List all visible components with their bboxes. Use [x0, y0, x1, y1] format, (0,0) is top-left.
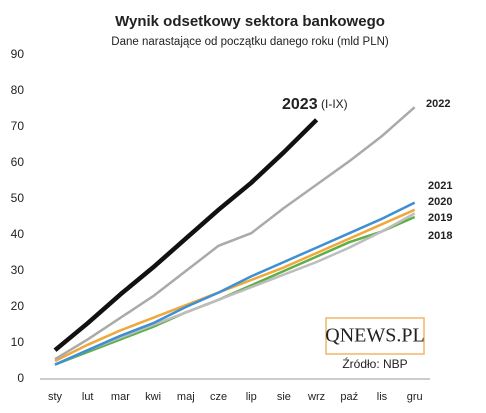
series-line	[54, 106, 416, 361]
x-tick-label: mar	[111, 391, 130, 403]
chart-title: Wynik odsetkowy sektora bankowego	[115, 13, 385, 30]
y-tick-label: 60	[11, 155, 25, 169]
series-label: 2020	[428, 196, 452, 208]
y-tick-label: 10	[11, 335, 25, 349]
series-label: 2023	[282, 96, 318, 113]
series-label: 2022	[426, 98, 450, 110]
series-line	[54, 208, 416, 363]
y-tick-label: 40	[11, 227, 25, 241]
x-tick-label: gru	[407, 391, 423, 403]
source: Źródło: NBP	[342, 356, 407, 371]
series-label: 2019	[428, 212, 452, 224]
y-tick-label: 20	[11, 299, 25, 313]
y-tick-label: 30	[11, 263, 25, 277]
x-tick-label: lis	[377, 391, 388, 403]
x-tick-label: lut	[82, 391, 94, 403]
y-tick-label: 50	[11, 191, 25, 205]
y-tick-label: 0	[17, 371, 24, 385]
series-label: 2021	[428, 180, 452, 192]
y-tick-label: 70	[11, 119, 25, 133]
x-tick-label: sie	[277, 391, 291, 403]
series-line	[54, 212, 416, 366]
y-tick-label: 90	[11, 47, 25, 61]
x-tick-label: wrz	[307, 391, 325, 403]
series-line	[53, 118, 319, 352]
logo: QNEWS.PL	[325, 325, 424, 347]
x-tick-label: cze	[210, 391, 227, 403]
chart-subtitle: Dane narastające od początku danego roku…	[111, 36, 389, 48]
logo-box	[325, 317, 425, 355]
x-tick-label: sty	[48, 391, 63, 403]
x-tick-label: kwi	[145, 391, 161, 403]
x-tick-label: lip	[246, 391, 257, 403]
series-line	[54, 201, 416, 366]
annotation: (I-IX)	[321, 97, 348, 111]
x-tick-label: paź	[340, 391, 358, 403]
x-tick-label: maj	[177, 391, 195, 403]
series-label: 2018	[428, 230, 452, 242]
y-tick-label: 80	[11, 83, 25, 97]
